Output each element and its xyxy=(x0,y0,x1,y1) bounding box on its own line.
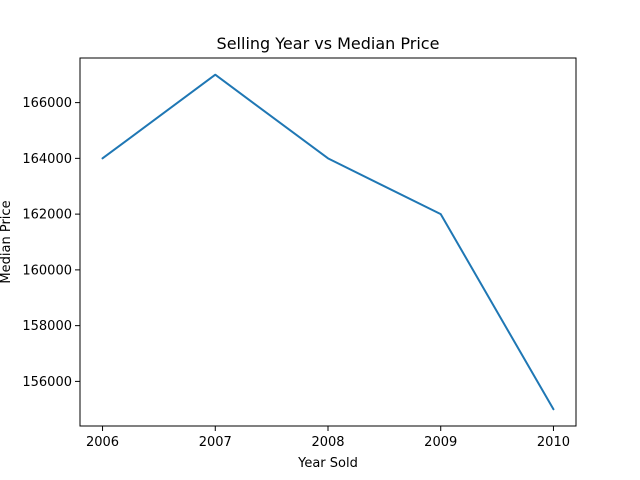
y-tick-label: 156000 xyxy=(22,375,72,390)
x-tick-label: 2008 xyxy=(311,435,344,450)
y-tick-label: 162000 xyxy=(22,208,72,223)
y-tick-label: 164000 xyxy=(22,152,72,167)
y-axis-label: Median Price xyxy=(0,200,14,283)
y-tick-label: 158000 xyxy=(22,319,72,334)
y-tick-label: 160000 xyxy=(22,263,72,278)
x-axis-label: Year Sold xyxy=(297,456,358,471)
x-tick-label: 2007 xyxy=(199,435,232,450)
x-tick-label: 2006 xyxy=(86,435,119,450)
chart-title: Selling Year vs Median Price xyxy=(217,34,440,53)
y-tick-label: 166000 xyxy=(22,96,72,111)
x-tick-label: 2010 xyxy=(537,435,570,450)
plot-area: 2006 2007 2008 2009 2010 156000 158000 160000 16… xyxy=(22,57,577,450)
x-tick-label: 2009 xyxy=(424,435,457,450)
